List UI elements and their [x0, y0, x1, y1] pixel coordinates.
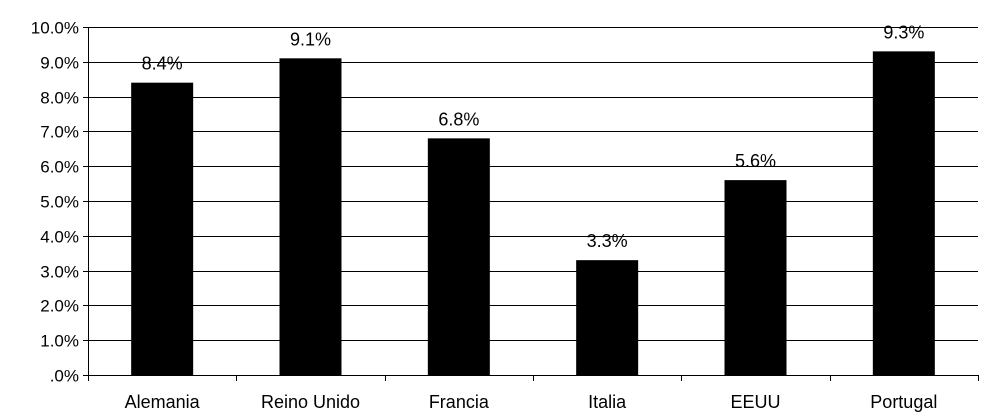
x-tick-label: Portugal — [870, 392, 937, 412]
bar-alemania — [131, 82, 194, 376]
y-tick-label: 8.0% — [40, 89, 79, 108]
bars — [131, 51, 935, 376]
x-tick-label: Francia — [429, 392, 490, 412]
data-label: 8.4% — [142, 54, 183, 74]
y-tick-label: 3.0% — [40, 263, 79, 282]
data-label: 6.8% — [438, 109, 479, 129]
data-label: 5.6% — [735, 151, 776, 171]
x-tick-label: Alemania — [125, 392, 201, 412]
y-tick-label: 4.0% — [40, 228, 79, 247]
bar-reino-unido — [279, 58, 342, 375]
bar-italia — [576, 260, 639, 375]
x-tick-label: EEUU — [730, 392, 780, 412]
y-tick-label: 2.0% — [40, 297, 79, 316]
data-label: 3.3% — [587, 231, 628, 251]
y-tick-label: 6.0% — [40, 158, 79, 177]
data-label: 9.3% — [883, 22, 924, 42]
x-tick-label: Italia — [588, 392, 627, 412]
x-tick-label: Reino Unido — [261, 392, 360, 412]
y-tick-label: 10.0% — [31, 19, 79, 38]
y-tick-label: 5.0% — [40, 193, 79, 212]
axes: .0% 1.0% 2.0% 3.0% 4.0% 5.0% 6.0% 7.0% 8.0% 9.0% 1… — [31, 19, 979, 412]
y-tick-label: 9.0% — [40, 54, 79, 73]
y-tick-label: .0% — [50, 367, 79, 386]
y-tick-label: 1.0% — [40, 332, 79, 351]
y-tick-label: 7.0% — [40, 123, 79, 142]
data-labels: 8.4% 9.1% 6.8% 3.3% 5.6% 9.3% — [142, 22, 925, 251]
gridlines — [88, 27, 978, 341]
data-label: 9.1% — [290, 29, 331, 49]
bar-francia — [427, 138, 490, 375]
bar-eeuu — [724, 180, 787, 375]
bar-portugal — [872, 51, 935, 376]
